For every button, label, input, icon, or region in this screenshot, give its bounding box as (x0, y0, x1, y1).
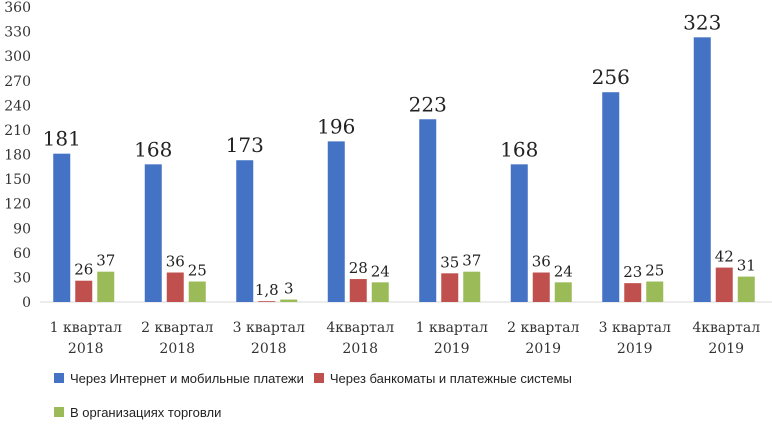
bar (441, 273, 459, 302)
legend-label-retail: В организациях торговли (70, 404, 222, 420)
legend-label-atm: Через банкоматы и платежные системы (329, 370, 572, 386)
bar (693, 37, 711, 302)
bar (188, 281, 206, 302)
bar (280, 299, 298, 302)
x-tick-label: 4квартал (326, 320, 394, 336)
y-tick-label: 210 (4, 123, 31, 139)
y-tick-label: 240 (4, 98, 31, 114)
y-tick-label: 120 (4, 197, 31, 213)
x-tick-label: 2018 (342, 341, 378, 357)
legend-row-1: Через Интернет и мобильные платежи Через… (54, 368, 754, 388)
bar (624, 283, 642, 302)
bar (419, 119, 437, 302)
data-label: 173 (226, 133, 264, 157)
bar (532, 272, 550, 302)
bar (554, 282, 572, 302)
x-tick-label: 2018 (251, 341, 287, 357)
y-axis: 0 30 60 90 120 150 180 210 240 270 300 330 360 (4, 0, 772, 311)
x-tick-label: 4квартал (692, 320, 760, 336)
data-label: 256 (592, 65, 630, 89)
x-tick-label: 2019 (617, 341, 653, 357)
bar (715, 267, 733, 302)
data-label: 25 (188, 262, 207, 280)
data-label: 168 (500, 137, 538, 161)
bar (75, 280, 93, 302)
y-tick-label: 330 (4, 25, 31, 41)
bar (144, 164, 162, 302)
y-tick-label: 180 (4, 148, 31, 164)
x-tick-label: 2018 (159, 341, 195, 357)
data-label: 36 (166, 253, 185, 271)
data-label: 25 (645, 262, 664, 280)
bar (737, 276, 755, 302)
legend-item-atm: Через банкоматы и платежные системы (313, 370, 572, 386)
legend-item-retail: В организациях торговли (54, 405, 221, 420)
data-label: 37 (462, 252, 481, 270)
legend-item-internet: Через Интернет и мобильные платежи (54, 371, 304, 386)
bar (371, 282, 389, 302)
bars (53, 37, 755, 302)
data-label: 35 (440, 253, 459, 271)
y-tick-label: 60 (13, 246, 31, 262)
bar (602, 92, 620, 302)
y-tick-label: 150 (4, 172, 31, 188)
y-tick-label: 270 (4, 74, 31, 90)
y-tick-label: 300 (4, 49, 31, 65)
bar (646, 281, 664, 302)
x-tick-label: 2 квартал (507, 320, 579, 336)
legend-swatch-internet (54, 373, 64, 383)
data-label: 37 (96, 252, 115, 270)
x-axis: 1 квартал 2018 2 квартал 2018 3 квартал 2018 4… (50, 320, 761, 357)
bar (510, 164, 528, 302)
x-tick-label: 3 квартал (599, 320, 671, 336)
data-label: 1,8 (255, 281, 279, 299)
data-label: 26 (74, 261, 93, 279)
bar (97, 271, 115, 302)
bar (258, 301, 276, 302)
data-labels: 181 168 173 196 223 168 256 323 26 36 1,8 28 35 36 23 4… (43, 10, 756, 299)
bar (327, 141, 345, 302)
x-tick-label: 2019 (525, 341, 561, 357)
data-label: 42 (715, 248, 734, 266)
data-label: 31 (737, 257, 756, 275)
y-tick-label: 90 (13, 221, 31, 237)
data-label: 3 (284, 280, 294, 298)
x-tick-label: 2 квартал (141, 320, 213, 336)
bar (349, 279, 367, 302)
data-label: 28 (349, 259, 368, 277)
legend-swatch-atm (313, 373, 324, 383)
data-label: 23 (623, 263, 642, 281)
x-tick-label: 1 квартал (416, 320, 488, 336)
legend-swatch-retail (54, 407, 64, 417)
bar (463, 271, 481, 302)
data-label: 24 (554, 262, 573, 280)
x-tick-label: 2019 (434, 341, 470, 357)
data-label: 181 (43, 127, 81, 151)
data-label: 24 (371, 262, 390, 280)
y-tick-label: 30 (13, 270, 31, 286)
bar (53, 153, 71, 302)
x-tick-label: 1 квартал (50, 320, 122, 336)
data-label: 223 (409, 92, 447, 116)
data-label: 36 (532, 253, 551, 271)
data-label: 196 (317, 114, 355, 138)
legend: Через Интернет и мобильные платежи Через… (54, 368, 754, 436)
legend-row-2: В организациях торговли (54, 402, 754, 422)
y-tick-label: 0 (22, 295, 31, 311)
bar (166, 272, 184, 302)
x-tick-label: 2018 (68, 341, 104, 357)
legend-label-internet: Через Интернет и мобильные платежи (70, 370, 304, 386)
y-tick-label: 360 (4, 0, 31, 16)
data-label: 323 (683, 10, 721, 34)
x-tick-label: 2019 (708, 341, 744, 357)
data-label: 168 (134, 137, 172, 161)
x-tick-label: 3 квартал (233, 320, 305, 336)
bar (236, 160, 254, 302)
